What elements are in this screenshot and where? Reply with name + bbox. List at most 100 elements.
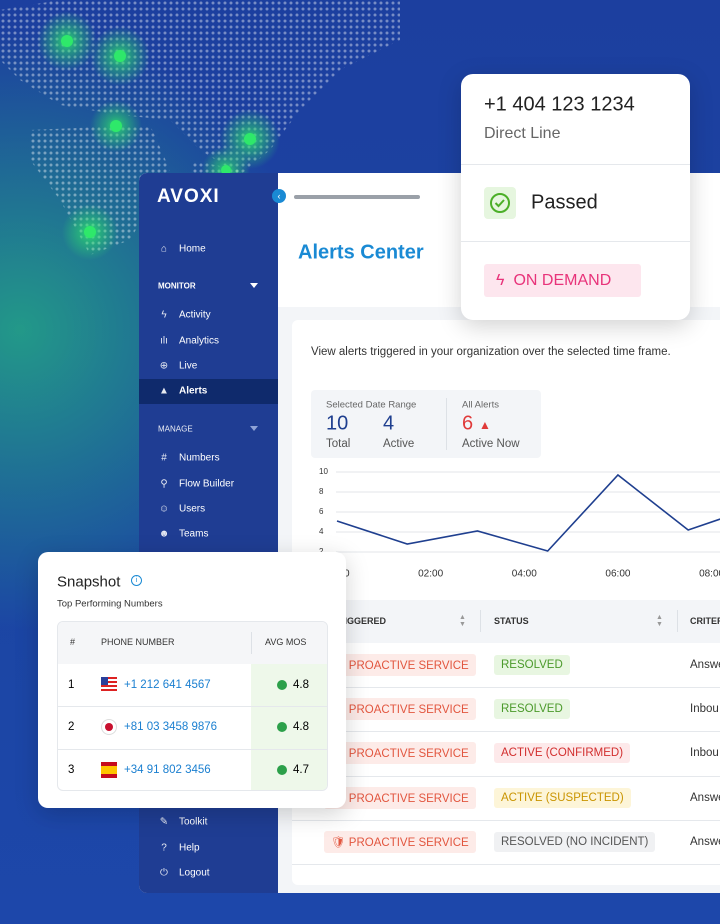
nav-icon: ⊕ [159, 360, 169, 372]
badge-text: PROACTIVE SERVICE [348, 793, 469, 805]
alert-type-badge: 🛡 PROACTIVE SERVICE [324, 654, 476, 676]
active-highlight [139, 379, 278, 404]
criteria: Answe [690, 836, 720, 848]
decoration [244, 133, 256, 145]
nav-item[interactable]: ☺ Users [157, 504, 205, 515]
flag-us [101, 677, 117, 693]
nav-item[interactable]: ▲ Alerts [157, 386, 207, 397]
phone-link[interactable]: +34 91 802 3456 [124, 764, 211, 776]
nav-item[interactable]: # Numbers [157, 452, 220, 464]
criteria: Inbou [690, 747, 719, 759]
decoration [101, 689, 117, 691]
nav-icon: ϟ [161, 309, 167, 321]
decoration [101, 677, 117, 679]
y-tick-label: 6 [319, 507, 324, 516]
table-header [58, 622, 327, 664]
data-line [336, 473, 720, 552]
nav-icon: # [161, 452, 167, 464]
stat-value: 6 [462, 412, 474, 435]
stats-box [311, 390, 541, 458]
flag-es [101, 762, 117, 778]
status-text: Passed [531, 191, 598, 214]
nav-label: Numbers [179, 452, 220, 464]
collapse-button[interactable]: ‹ [272, 189, 286, 203]
decoration [101, 677, 117, 691]
rank: 2 [68, 721, 75, 733]
divider [480, 610, 481, 632]
divider [677, 610, 678, 632]
badge-text: PROACTIVE SERVICE [348, 837, 469, 849]
nav-item[interactable]: ϟ Activity [157, 309, 211, 321]
check-icon [490, 193, 510, 213]
column-header: AVG MOS [265, 637, 307, 647]
nav-label: Activity [179, 309, 211, 321]
nav-item[interactable]: ⊕ Live [157, 360, 198, 372]
column-header[interactable]: STATUS [494, 616, 529, 626]
nav-section[interactable]: MONITOR [158, 281, 196, 291]
decoration [84, 226, 96, 238]
nav-item[interactable]: ⏻ Logout [157, 868, 210, 879]
y-tick-label: 2 [319, 547, 324, 556]
table-header [292, 600, 720, 643]
divider [446, 398, 447, 450]
y-tick-label: 8 [319, 487, 324, 496]
x-tick-label: 04:00 [512, 569, 537, 580]
nav-label: Toolkit [179, 816, 208, 828]
divider [461, 241, 690, 242]
world-map [0, 0, 400, 260]
nav-item[interactable]: ✎ Toolkit [157, 816, 208, 828]
badge-text: PROACTIVE SERVICE [348, 748, 469, 760]
column-header[interactable]: CRITER [690, 616, 720, 626]
row-line [292, 687, 720, 688]
stat-caption: Active Now [462, 438, 520, 450]
decoration [105, 723, 113, 731]
mos-dot [277, 722, 287, 732]
row-line [292, 731, 720, 732]
decoration [494, 199, 505, 208]
nav-item[interactable]: ılı Analytics [157, 336, 219, 347]
nav-label: Home [179, 243, 206, 255]
line-type: Direct Line [484, 125, 561, 142]
nav-icon: ⚲ [160, 478, 168, 490]
nav-item[interactable]: ? Help [157, 843, 199, 854]
decoration [114, 50, 126, 62]
stat-caption: Active [383, 438, 415, 450]
row-line [58, 749, 327, 750]
mos-value: 4.7 [293, 764, 309, 776]
x-tick-label: 08:00 [699, 569, 720, 580]
nav-label: Flow Builder [179, 478, 235, 490]
mos-value: 4.8 [293, 721, 309, 733]
decoration [30, 125, 170, 255]
phone-link[interactable]: +1 212 641 4567 [124, 679, 211, 691]
nav-item[interactable]: ⚲ Flow Builder [157, 479, 234, 490]
nav-item[interactable]: ☻ Teams [157, 529, 209, 540]
sort-icon[interactable]: ▲ ▼ [459, 614, 466, 628]
stat-value: 10 [326, 412, 349, 435]
mos-dot [277, 765, 287, 775]
status-badge: RESOLVED (NO INCIDENT) [494, 832, 656, 852]
stat-caption: Total [326, 438, 351, 450]
row-line [58, 706, 327, 707]
stat-label: All Alerts [462, 399, 499, 411]
badge-box [484, 264, 641, 297]
stat-label: Selected Date Range [326, 399, 417, 411]
sort-icon[interactable]: ▲ ▼ [656, 614, 663, 628]
snapshot-table [57, 621, 328, 791]
phone-link[interactable]: +81 03 3458 9876 [124, 721, 218, 733]
mos-column [251, 664, 327, 790]
status-badge: RESOLVED [494, 655, 570, 675]
nav-label: Live [179, 360, 198, 372]
alert-type-badge: 🛡 PROACTIVE SERVICE [324, 742, 476, 764]
alert-type-badge: 🛡 PROACTIVE SERVICE [324, 698, 476, 720]
info-icon[interactable]: i [131, 575, 142, 586]
nav-section[interactable]: MANAGE [158, 424, 193, 434]
alert-type-badge: 🛡 PROACTIVE SERVICE [324, 831, 476, 853]
nav-icon: ılı [160, 335, 168, 347]
nav-label: Users [179, 503, 206, 515]
snapshot-subtitle: Top Performing Numbers [57, 598, 163, 610]
page-title: Alerts Center [298, 241, 424, 264]
nav-item[interactable]: ⌂ Home [157, 244, 206, 255]
snapshot-title: Snapshot [57, 573, 121, 591]
